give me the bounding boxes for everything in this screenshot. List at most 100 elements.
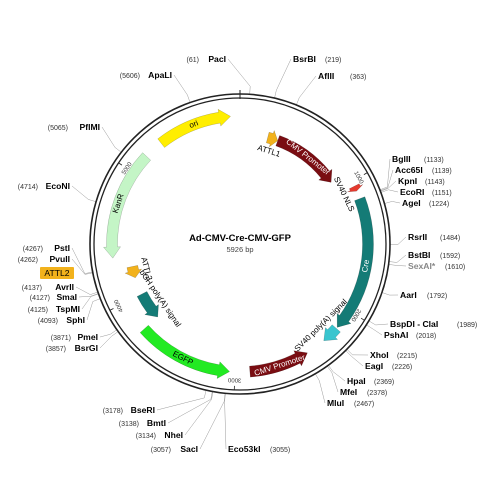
site-leader bbox=[388, 254, 407, 263]
site-smai: SmaI (4127) bbox=[30, 292, 77, 302]
site-bsrbi: BsrBI (219) bbox=[293, 54, 341, 64]
site-name: HpaI bbox=[347, 376, 366, 386]
site-hpai: HpaI (2369) bbox=[347, 376, 394, 386]
site-bstbi: BstBI (1592) bbox=[408, 250, 460, 260]
site-position: (363) bbox=[350, 74, 366, 81]
site-position: (4093) bbox=[38, 318, 58, 325]
site-position: (1143) bbox=[425, 179, 445, 186]
site-position: (3178) bbox=[103, 408, 123, 415]
site-name: BmtI bbox=[147, 418, 166, 428]
site-position: (1133) bbox=[424, 157, 444, 164]
site-name: AarI bbox=[400, 290, 417, 300]
site-position: (1792) bbox=[427, 293, 447, 300]
site-leader bbox=[368, 320, 389, 326]
site-leader bbox=[296, 75, 317, 106]
site-paci: PacI (61) bbox=[187, 54, 226, 64]
site-position: (2369) bbox=[374, 379, 394, 386]
site-leader bbox=[81, 293, 99, 310]
site-leader bbox=[380, 189, 399, 193]
site-name: AvrII bbox=[55, 282, 74, 292]
site-leader bbox=[227, 58, 251, 95]
site-name: EcoNI bbox=[46, 181, 70, 191]
site-name: BseRI bbox=[131, 405, 155, 415]
feature-bgh-poly-a-signal bbox=[136, 291, 159, 318]
site-position: (5606) bbox=[120, 73, 140, 80]
site-position: (4125) bbox=[28, 307, 48, 314]
feature-cmv-promoter bbox=[275, 135, 333, 183]
site-leader bbox=[274, 58, 292, 99]
feature-box-attl2: ATTL2 bbox=[40, 267, 74, 279]
site-mfei: MfeI (2378) bbox=[340, 387, 387, 397]
site-leader bbox=[167, 391, 213, 424]
site-name: PstI bbox=[54, 243, 70, 253]
site-position: (1592) bbox=[440, 253, 460, 260]
site-bglii: BglII (1133) bbox=[392, 154, 444, 164]
site-leader-lines bbox=[71, 58, 407, 450]
site-aari: AarI (1792) bbox=[400, 290, 447, 300]
backbone-inner-ring bbox=[93, 97, 387, 391]
site-name: NheI bbox=[164, 430, 183, 440]
site-name: MluI bbox=[327, 398, 344, 408]
site-name: AgeI bbox=[402, 198, 421, 208]
site-name: BsrBI bbox=[293, 54, 316, 64]
feature-box-label: ATTL2 bbox=[44, 268, 69, 278]
site-leader bbox=[346, 349, 369, 356]
site-name: TspMI bbox=[56, 304, 80, 314]
site-position: (5065) bbox=[48, 125, 68, 132]
site-name: KpnI bbox=[398, 176, 417, 186]
site-position: (3871) bbox=[51, 335, 71, 342]
feature-kanr bbox=[103, 152, 151, 259]
site-leader bbox=[224, 393, 227, 450]
site-leader bbox=[345, 350, 364, 367]
plasmid-name: Ad-CMV-Cre-CMV-GFP bbox=[189, 233, 292, 244]
site-econi: EcoNI (4714) bbox=[18, 181, 70, 191]
site-name: BstBI bbox=[408, 250, 430, 260]
site-position: (2226) bbox=[392, 364, 412, 371]
site-name: PmeI bbox=[77, 332, 98, 342]
site-position: (2215) bbox=[397, 353, 417, 360]
site-pvuii: PvuII (4262) bbox=[18, 254, 70, 264]
site-rsrii: RsrII (1484) bbox=[408, 232, 460, 242]
feature-label-ori: ori bbox=[188, 118, 200, 130]
feature-sv40-nls bbox=[347, 183, 363, 193]
site-sexai: SexAI* (1610) bbox=[408, 261, 465, 271]
site-leader bbox=[101, 126, 122, 153]
site-saci: SacI (3057) bbox=[151, 444, 198, 454]
site-leader bbox=[184, 391, 214, 436]
feature-sv40-poly-a-signal bbox=[323, 324, 341, 341]
site-tspmi: TspMI (4125) bbox=[28, 304, 80, 314]
site-apali: ApaLI (5606) bbox=[120, 70, 172, 80]
site-position: (2378) bbox=[367, 390, 387, 397]
site-leader bbox=[99, 329, 118, 338]
site-position: (3057) bbox=[151, 447, 171, 454]
site-position: (4127) bbox=[30, 295, 50, 302]
site-leader bbox=[173, 74, 191, 103]
feature-cmv-promoter bbox=[249, 350, 308, 378]
site-pflmi: PflMI (5065) bbox=[48, 122, 100, 132]
feature-box-background bbox=[40, 267, 74, 279]
site-leader bbox=[379, 158, 391, 191]
site-position: (1610) bbox=[445, 264, 465, 271]
tick-mark bbox=[360, 317, 365, 321]
site-pshai: PshAI (2018) bbox=[384, 330, 436, 340]
site-leader bbox=[78, 293, 99, 298]
site-name: PflMI bbox=[79, 122, 100, 132]
site-leader bbox=[328, 365, 346, 382]
site-position: (4714) bbox=[18, 184, 38, 191]
site-position: (3857) bbox=[46, 346, 66, 353]
site-bspdi-clai: BspDI - ClaI (1989) bbox=[390, 319, 477, 329]
plasmid-backbone bbox=[89, 93, 391, 395]
site-name: PacI bbox=[208, 54, 226, 64]
site-avrii: AvrII (4137) bbox=[22, 282, 74, 292]
site-name: SmaI bbox=[56, 292, 77, 302]
site-sphi: SphI (4093) bbox=[38, 315, 85, 325]
site-name: PvuII bbox=[49, 254, 70, 264]
site-ecori: EcoRI (1151) bbox=[400, 187, 452, 197]
site-leader bbox=[86, 298, 101, 321]
site-xhoi: XhoI (2215) bbox=[370, 350, 417, 360]
site-leader bbox=[156, 390, 207, 411]
site-nhei: NheI (3134) bbox=[136, 430, 183, 440]
site-name: XhoI bbox=[370, 350, 389, 360]
site-kpni: KpnI (1143) bbox=[398, 176, 445, 186]
